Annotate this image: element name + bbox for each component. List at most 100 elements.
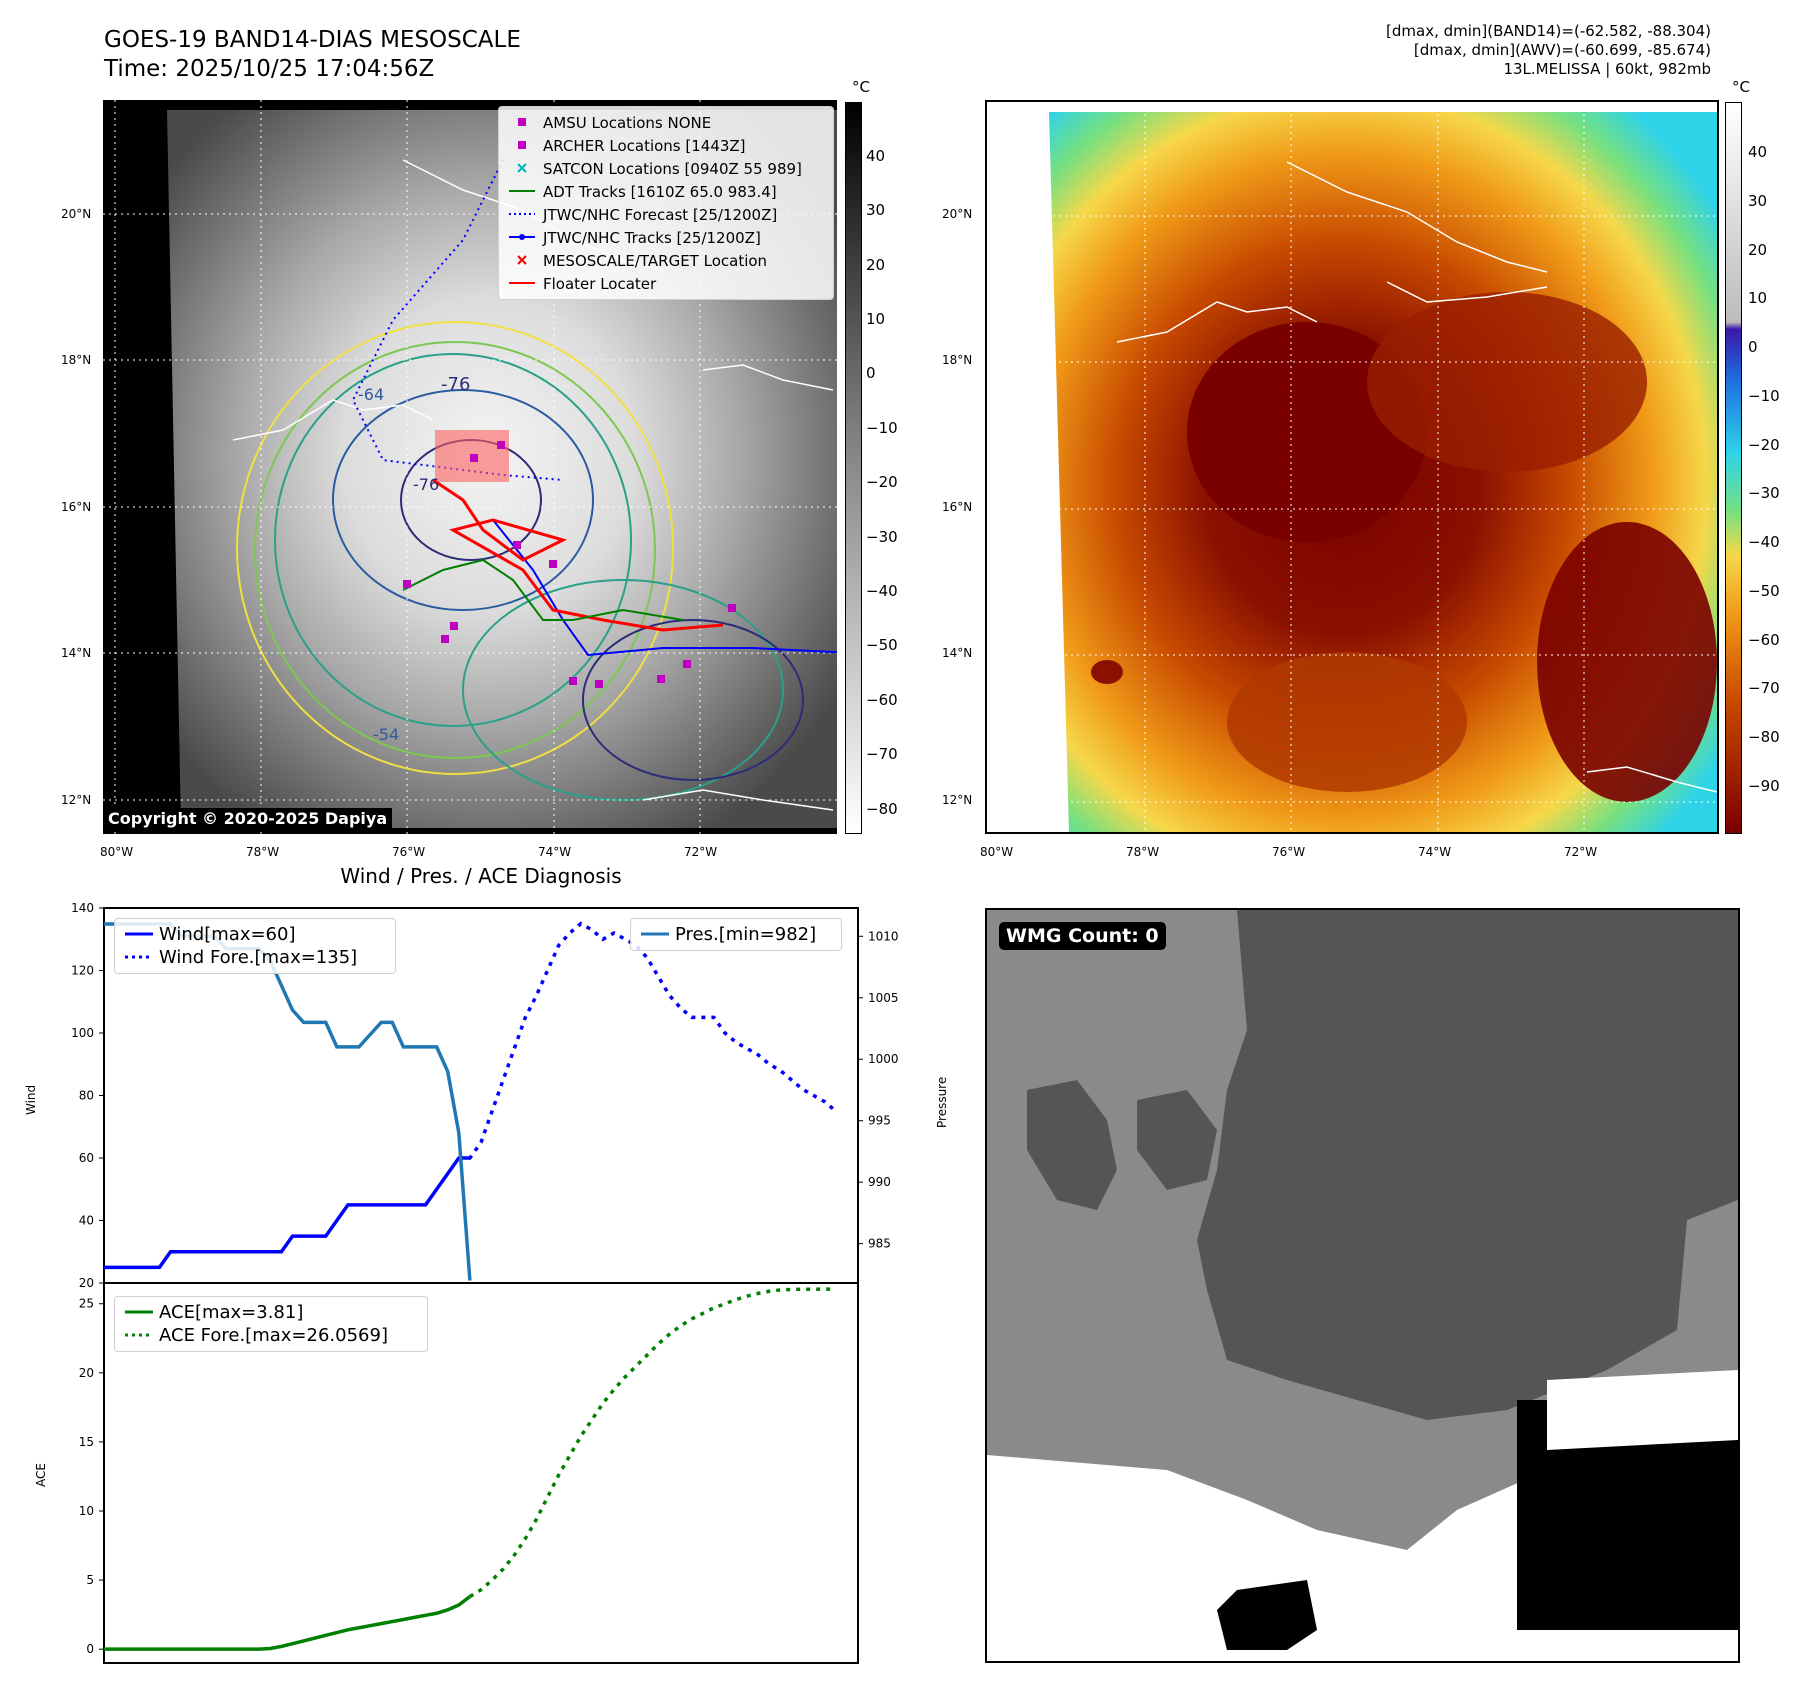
pressure-tick-label: 995 xyxy=(868,1114,891,1128)
lat-tick: 20°N xyxy=(942,207,973,221)
colorbar-tick: −30 xyxy=(866,528,898,546)
color-map-panel xyxy=(985,100,1719,834)
info-band14: [dmax, dmin](BAND14)=(-62.582, -88.304) xyxy=(1386,22,1711,40)
line-marker-icon xyxy=(507,275,543,293)
colorbar-tick: −50 xyxy=(1748,582,1780,600)
wind-axis-label: Wind xyxy=(24,1084,38,1115)
line-marker-icon xyxy=(507,183,543,201)
dotted-line-icon xyxy=(507,206,543,224)
dotted-line-icon xyxy=(123,1325,159,1346)
ace-axis-label: ACE xyxy=(34,1463,48,1487)
lon-tick: 76°W xyxy=(1272,845,1306,859)
colorbar-tick: −20 xyxy=(866,473,898,491)
ace-legend: ACE[max=3.81] ACE Fore.[max=26.0569] xyxy=(114,1296,428,1352)
lon-tick: 80°W xyxy=(980,845,1014,859)
lat-tick: 14°N xyxy=(61,646,92,660)
colorbar-tick: −90 xyxy=(1748,777,1780,795)
lat-tick: 18°N xyxy=(61,353,92,367)
info-awv: [dmax, dmin](AWV)=(-60.699, -85.674) xyxy=(1413,41,1711,59)
contour-label: -54 xyxy=(373,725,399,744)
contour-label: -64 xyxy=(358,385,384,404)
legend-item: ACE Fore.[max=26.0569] xyxy=(123,1324,419,1347)
wind-tick-label: 120 xyxy=(71,964,94,978)
color-colorbar xyxy=(1725,102,1742,834)
ace-plot-frame xyxy=(103,1282,859,1664)
ace-tick-label: 5 xyxy=(86,1573,94,1587)
line-marker-icon xyxy=(639,924,675,945)
lon-tick: 78°W xyxy=(1126,845,1160,859)
ace-chart: 25 20 15 10 5 0 xyxy=(79,1282,859,1664)
diagnosis-title: Wind / Pres. / ACE Diagnosis xyxy=(340,864,622,888)
legend-item: SATCON Locations [0940Z 55 989] xyxy=(507,157,825,180)
colorbar-tick: 20 xyxy=(1748,241,1768,259)
colorbar-tick: −80 xyxy=(1748,728,1780,746)
lon-tick: 76°W xyxy=(392,845,426,859)
lat-tick: 12°N xyxy=(942,793,973,807)
copyright-label: Copyright © 2020-2025 Dapiya xyxy=(103,808,393,829)
grayscale-map-panel: -76 -64 -54 -76 Copyright © 2020-2025 Da… xyxy=(103,100,837,834)
colorbar-tick: 40 xyxy=(866,147,886,165)
wind-tick-label: 80 xyxy=(79,1089,94,1103)
pressure-tick-label: 1010 xyxy=(868,929,899,943)
chart-title: GOES-19 BAND14-DIAS MESOSCALE Time: 2025… xyxy=(104,26,521,84)
colorbar-tick: 30 xyxy=(866,201,886,219)
pressure-tick-label: 1000 xyxy=(868,1052,899,1066)
legend-item: JTWC/NHC Forecast [25/1200Z] xyxy=(507,203,825,226)
title-line-2: Time: 2025/10/25 17:04:56Z xyxy=(104,56,435,82)
ace-tick-label: 25 xyxy=(79,1297,94,1311)
colorbar-unit: °C xyxy=(1732,78,1750,96)
colorbar-tick: −50 xyxy=(866,636,898,654)
lat-tick: 12°N xyxy=(61,793,92,807)
colorbar-tick: −60 xyxy=(866,691,898,709)
lon-tick: 78°W xyxy=(246,845,280,859)
x-marker-icon xyxy=(507,160,543,178)
lat-tick: 16°N xyxy=(61,500,92,514)
line-marker-icon xyxy=(123,1302,159,1323)
lat-tick: 18°N xyxy=(942,353,973,367)
legend-item: Floater Locater xyxy=(507,272,825,295)
colorbar-tick: −80 xyxy=(866,800,898,818)
legend-item: ADT Tracks [1610Z 65.0 983.4] xyxy=(507,180,825,203)
wind-legend: Wind[max=60] Wind Fore.[max=135] xyxy=(114,918,396,974)
grayscale-colorbar xyxy=(845,102,862,834)
series-line-pressure xyxy=(104,922,472,1281)
legend-item: MESOSCALE/TARGET Location xyxy=(507,249,825,272)
wind-tick-label: 20 xyxy=(79,1276,94,1290)
wind-tick-label: 100 xyxy=(71,1026,94,1040)
x-marker-icon xyxy=(507,252,543,270)
series-line-ace-forecast xyxy=(468,1287,836,1599)
ace-tick-label: 10 xyxy=(79,1504,94,1518)
series-line-wind xyxy=(104,1156,470,1270)
legend-item: JTWC/NHC Tracks [25/1200Z] xyxy=(507,226,825,249)
info-block: [dmax, dmin](BAND14)=(-62.582, -88.304) … xyxy=(1151,22,1711,79)
wmg-count-badge: WMG Count: 0 xyxy=(999,922,1166,950)
lon-tick: 80°W xyxy=(100,845,134,859)
colorbar-tick: 20 xyxy=(866,256,886,274)
wind-tick-label: 40 xyxy=(79,1214,94,1228)
colorbar-tick: 10 xyxy=(1748,289,1768,307)
dotted-line-icon xyxy=(123,947,159,968)
lat-tick: 14°N xyxy=(942,646,973,660)
contour-label: -76 xyxy=(413,475,439,494)
ace-tick-label: 15 xyxy=(79,1435,94,1449)
contour-label: -76 xyxy=(441,374,470,395)
ace-tick-label: 20 xyxy=(79,1366,94,1380)
lat-tick: 16°N xyxy=(942,500,973,514)
pressure-legend: Pres.[min=982] xyxy=(630,918,842,951)
colorbar-tick: 30 xyxy=(1748,192,1768,210)
pressure-axis-label: Pressure xyxy=(935,1076,949,1128)
color-map xyxy=(987,102,1717,832)
series-line-ace xyxy=(104,1595,471,1651)
lon-tick: 72°W xyxy=(1564,845,1598,859)
colorbar-tick: 0 xyxy=(1748,338,1758,356)
colorbar-tick: −10 xyxy=(866,419,898,437)
colorbar-tick: −60 xyxy=(1748,631,1780,649)
square-marker-icon xyxy=(507,114,543,132)
legend-item: AMSU Locations NONE xyxy=(507,111,825,134)
colorbar-tick: −10 xyxy=(1748,387,1780,405)
line-marker-icon xyxy=(123,924,159,945)
wmg-map xyxy=(987,910,1738,1661)
colorbar-tick: −30 xyxy=(1748,484,1780,502)
lon-tick: 74°W xyxy=(1418,845,1452,859)
